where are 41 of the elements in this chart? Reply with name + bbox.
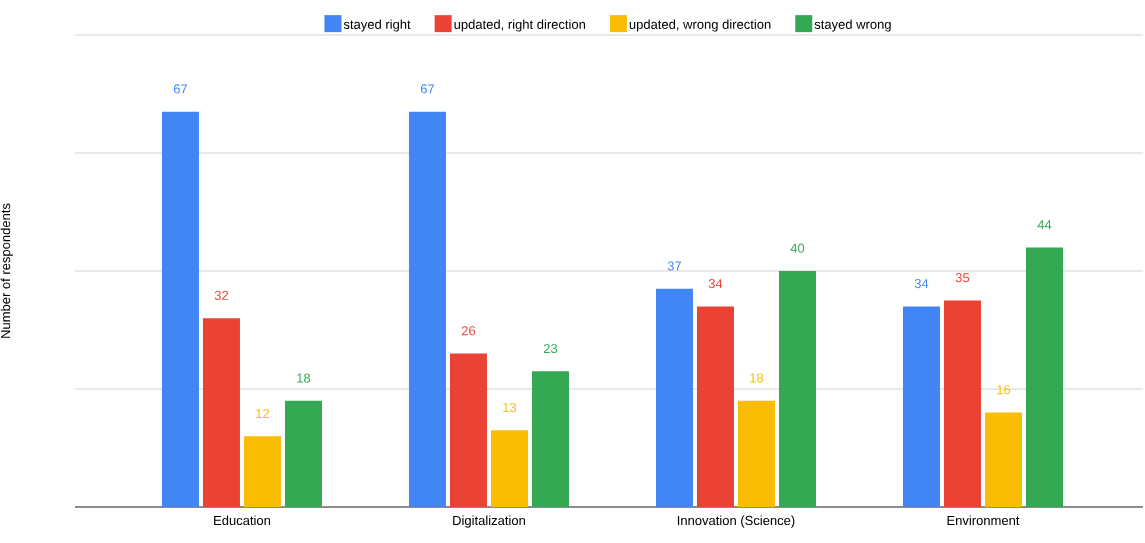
data-label: 34 <box>708 278 723 289</box>
data-label: 67 <box>420 84 435 94</box>
bar <box>943 300 981 507</box>
bar <box>449 353 487 507</box>
legend-label: updated, right direction <box>454 19 586 32</box>
data-label: 67 <box>173 84 188 94</box>
bar <box>284 400 322 507</box>
data-label: 37 <box>667 261 682 271</box>
x-tick-label: Environment <box>947 515 1020 526</box>
data-label: 16 <box>997 385 1011 395</box>
bar <box>161 111 199 507</box>
y-axis-title: Number of respondents <box>0 203 13 338</box>
data-label: 13 <box>503 402 517 413</box>
bar <box>984 412 1022 507</box>
data-label: 34 <box>914 278 929 289</box>
bar <box>655 288 693 507</box>
data-label: 18 <box>297 373 311 383</box>
bar <box>243 436 281 507</box>
bar <box>1025 247 1063 507</box>
bar <box>902 306 940 507</box>
data-label: 35 <box>955 273 970 283</box>
x-tick-label: Education <box>214 515 271 526</box>
data-label: 26 <box>461 326 476 336</box>
bar <box>202 318 240 507</box>
data-label: 44 <box>1037 220 1052 230</box>
data-label: 32 <box>214 290 229 300</box>
data-label: 40 <box>790 243 805 253</box>
data-label: 18 <box>750 373 764 383</box>
x-tick-label: Innovation (Science) <box>677 515 795 528</box>
bar <box>778 271 816 507</box>
bar <box>696 306 734 507</box>
bar <box>408 111 446 507</box>
legend-label: stayed right <box>343 19 411 32</box>
bar <box>490 430 528 507</box>
x-tick-label: Digitalization <box>453 515 525 528</box>
bar <box>737 400 775 507</box>
legend-label: stayed wrong <box>814 19 891 32</box>
data-label: 23 <box>543 343 558 354</box>
data-label: 12 <box>256 408 270 418</box>
bar <box>531 371 569 507</box>
legend-label: updated, wrong direction <box>629 19 771 32</box>
